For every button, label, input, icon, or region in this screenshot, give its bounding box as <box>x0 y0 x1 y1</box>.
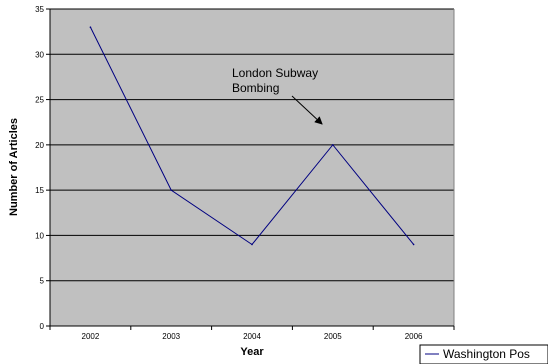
x-tick-label-2006: 2006 <box>405 332 423 341</box>
data-point-2003 <box>170 189 172 191</box>
annotation-london-bombing: London Subway Bombing <box>232 66 323 125</box>
gridlines <box>50 8 455 326</box>
y-tick-label-10: 10 <box>35 231 44 240</box>
x-tick-label-2002: 2002 <box>82 332 100 341</box>
x-tick-label-2004: 2004 <box>243 332 261 341</box>
plot-area <box>50 9 454 326</box>
y-tick-label-15: 15 <box>35 186 44 195</box>
x-tick-label-2003: 2003 <box>162 332 180 341</box>
annotation-arrow <box>291 95 323 125</box>
x-tick-label-2005: 2005 <box>324 332 342 341</box>
y-tick-label-5: 5 <box>40 277 45 286</box>
y-tick-label-0: 0 <box>40 322 45 331</box>
y-axis-title: Number of Articles <box>8 118 20 216</box>
x-axis: 2002 2003 2004 2005 2006 <box>49 325 455 341</box>
data-point-2004 <box>251 243 253 246</box>
legend-label: Washington Pos <box>443 347 530 361</box>
data-point-2005 <box>332 144 334 146</box>
annotation-line-2: Bombing <box>232 81 279 95</box>
y-axis: 0 5 10 15 20 25 30 35 <box>35 5 51 331</box>
series-layer <box>89 26 415 246</box>
data-point-2006 <box>412 243 415 246</box>
data-point-2002 <box>89 26 92 28</box>
legend-box <box>419 344 548 364</box>
y-tick-label-35: 35 <box>35 5 44 14</box>
x-axis-title: Year <box>240 346 264 358</box>
y-tick-label-25: 25 <box>35 96 44 105</box>
y-tick-label-20: 20 <box>35 141 44 150</box>
annotation-line-1: London Subway <box>232 66 318 80</box>
y-tick-label-30: 30 <box>35 50 44 59</box>
legend: Washington Pos <box>419 344 548 364</box>
